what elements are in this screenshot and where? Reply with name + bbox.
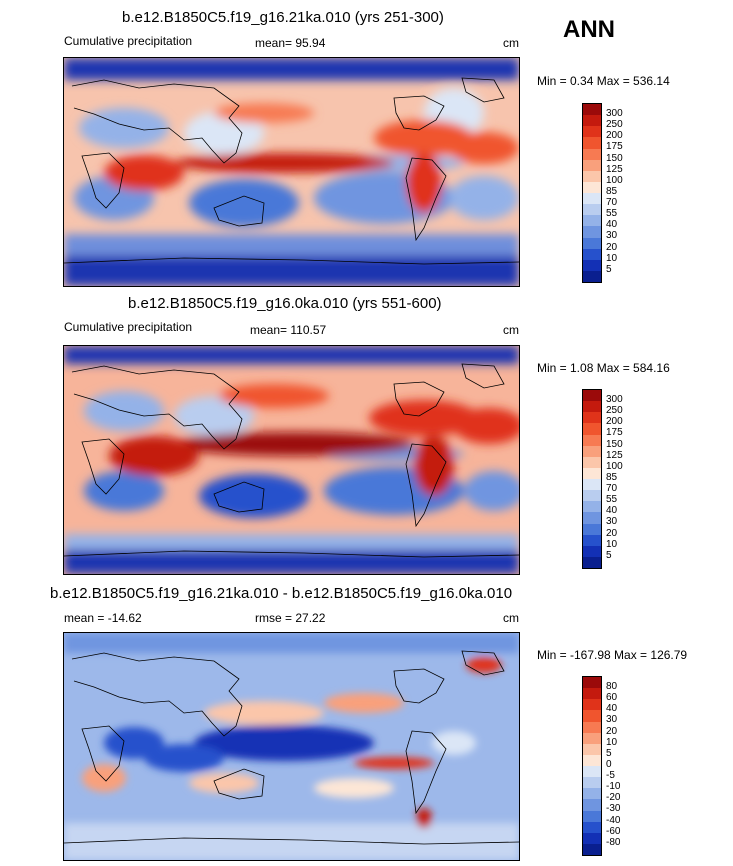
cbar-tick: 55 [606,494,618,505]
panel3-minmax: Min = -167.98 Max = 126.79 [537,648,688,662]
cbar-tick: 60 [606,692,618,703]
panel2-units: cm [503,323,519,337]
panel1-title: b.e12.B1850C5.f19_g16.21ka.010 (yrs 251-… [122,9,444,26]
cbar-tick: 300 [606,108,623,119]
cbar-tick: 40 [606,703,618,714]
cbar-tick: 40 [606,219,618,230]
cbar-tick: 10 [606,253,618,264]
panel2-variable-label: Cumulative precipitation [64,320,193,334]
cbar-tick: 5 [606,550,612,561]
cbar-tick: -5 [606,770,615,781]
cbar-tick: 125 [606,450,623,461]
panel3-units: cm [503,611,519,625]
cbar-tick: 30 [606,230,618,241]
cbar-tick: 30 [606,516,618,527]
panel1-coastlines [64,77,519,265]
panel3-rmse: rmse = 27.22 [255,611,326,625]
cbar-tick: 125 [606,164,623,175]
cbar-tick: 150 [606,439,623,450]
panel2-map-field [64,346,519,574]
panel1-colorbar [582,103,602,283]
cbar-tick: 70 [606,197,618,208]
panel3-mean: mean = -14.62 [64,611,142,625]
cbar-tick: -40 [606,815,621,826]
panel3-title: b.e12.B1850C5.f19_g16.21ka.010 - b.e12.B… [50,585,513,602]
season-label: ANN [563,16,615,43]
cbar-tick: -20 [606,792,621,803]
cbar-tick: 150 [606,153,623,164]
cbar-tick: -60 [606,826,621,837]
cbar-tick: 250 [606,405,623,416]
cbar-tick: 10 [606,539,618,550]
cbar-tick: -80 [606,837,621,848]
cbar-tick: 200 [606,416,623,427]
cbar-tick: 70 [606,483,618,494]
cbar-tick: 20 [606,726,618,737]
cbar-tick: 175 [606,427,623,438]
cbar-tick: 5 [606,748,612,759]
panel1-units: cm [503,36,519,50]
panel2-title: b.e12.B1850C5.f19_g16.0ka.010 (yrs 551-6… [128,295,442,312]
cbar-tick: 5 [606,264,612,275]
cbar-tick: 85 [606,472,618,483]
panel1-map [63,57,520,287]
cbar-tick: 20 [606,528,618,539]
panel3-coastlines [64,650,519,845]
cbar-tick: 300 [606,394,623,405]
cbar-tick: 40 [606,505,618,516]
panel2-coastlines [64,363,519,558]
cbar-tick: 20 [606,242,618,253]
panel1-variable-label: Cumulative precipitation [64,34,193,48]
panel2-mean: mean= 110.57 [250,323,327,337]
cbar-tick: 250 [606,119,623,130]
cbar-tick: -30 [606,803,621,814]
panel3-colorbar [582,676,602,856]
cbar-tick: 80 [606,681,618,692]
panel1-minmax: Min = 0.34 Max = 536.14 [537,74,670,88]
cbar-tick: 100 [606,461,623,472]
panel1-mean: mean= 95.94 [255,36,326,50]
cbar-tick: -10 [606,781,621,792]
cbar-tick: 85 [606,186,618,197]
panel3-map [63,632,520,861]
cbar-tick: 55 [606,208,618,219]
cbar-tick: 175 [606,141,623,152]
cbar-tick: 0 [606,759,612,770]
cbar-tick: 200 [606,130,623,141]
panel2-colorbar [582,389,602,569]
cbar-tick: 30 [606,714,618,725]
cbar-tick: 100 [606,175,623,186]
panel2-minmax: Min = 1.08 Max = 584.16 [537,361,670,375]
cbar-tick: 10 [606,737,618,748]
panel1-map-field [64,58,519,286]
panel3-map-field [64,633,519,860]
panel2-map [63,345,520,575]
